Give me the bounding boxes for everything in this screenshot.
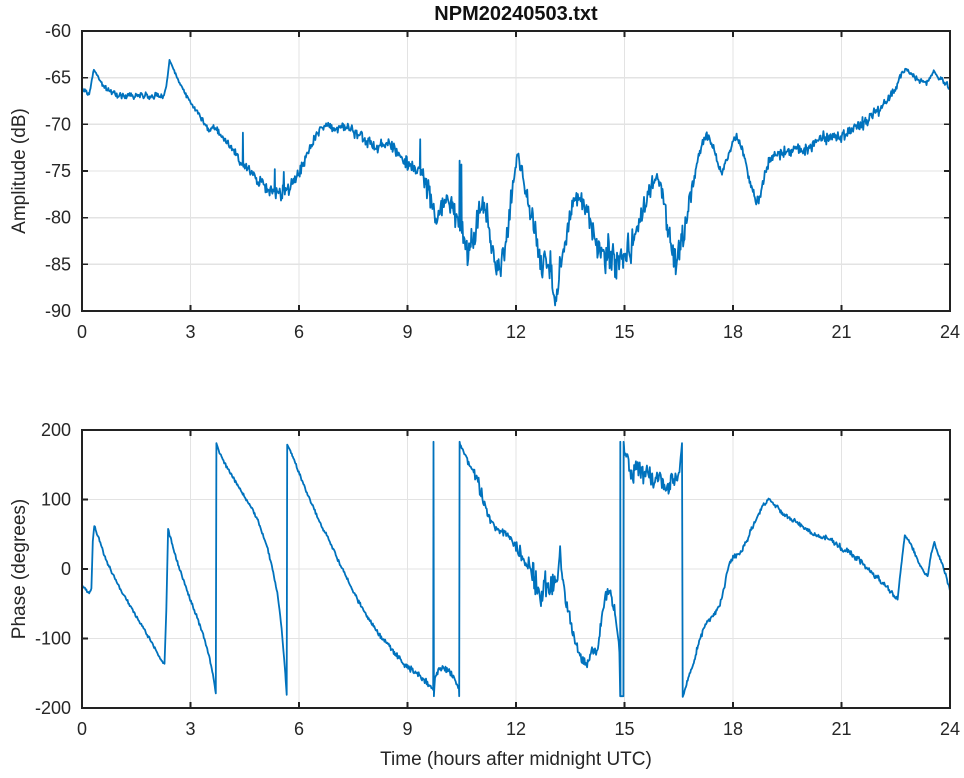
- phase_deg-trace: [82, 440, 950, 698]
- y-tick-label: 200: [41, 420, 71, 440]
- x-tick-label: 21: [831, 322, 851, 342]
- y-tick-label: -100: [35, 629, 71, 649]
- phase-chart: 0 3 6 9 12 15 18 21 24 -200 -100 0 100 200: [35, 420, 960, 739]
- plot-title: NPM20240503.txt: [434, 3, 598, 25]
- gridlines: [81, 429, 951, 709]
- x-tick-label: 15: [614, 322, 634, 342]
- tick-labels: 0 3 6 9 12 15 18 21 24 -200 -100 0 100 200: [35, 420, 960, 739]
- x-tick-label: 12: [506, 322, 526, 342]
- x-tick-label: 9: [402, 322, 412, 342]
- y-tick-label: 0: [61, 559, 71, 579]
- x-tick-label: 15: [614, 719, 634, 739]
- x-tick-label: 18: [723, 322, 743, 342]
- x-tick-label: 12: [506, 719, 526, 739]
- tick-marks: [81, 30, 951, 312]
- x-tick-label: 24: [940, 322, 960, 342]
- x-tick-label: 6: [294, 322, 304, 342]
- tick-labels: 0 3 6 9 12 15 18 21 24 -90 -85 -80 -75 -70 -65 -60: [45, 21, 960, 342]
- x-tick-label: 3: [185, 322, 195, 342]
- x-tick-label: 9: [402, 719, 412, 739]
- gridlines: [81, 30, 951, 312]
- y-tick-label: -90: [45, 301, 71, 321]
- x-tick-label: 3: [185, 719, 195, 739]
- y-tick-label: 100: [41, 490, 71, 510]
- x-tick-label: 0: [77, 322, 87, 342]
- x-tick-label: 21: [831, 719, 851, 739]
- y-tick-label: -75: [45, 161, 71, 181]
- amplitude-chart: 0 3 6 9 12 15 18 21 24 -90 -85 -80 -75 -70 -65 -60: [45, 21, 960, 342]
- y-tick-label: -60: [45, 21, 71, 41]
- y-tick-label: -85: [45, 254, 71, 274]
- y-tick-label: -70: [45, 114, 71, 134]
- amplitude_dB-trace: [82, 59, 950, 307]
- time-axis-label: Time (hours after midnight UTC): [380, 749, 652, 770]
- y-tick-label: -200: [35, 698, 71, 718]
- y-tick-label: -80: [45, 208, 71, 228]
- y-tick-label: -65: [45, 68, 71, 88]
- x-tick-label: 24: [940, 719, 960, 739]
- x-tick-label: 6: [294, 719, 304, 739]
- x-tick-label: 18: [723, 719, 743, 739]
- tick-marks: [81, 429, 951, 709]
- x-tick-label: 0: [77, 719, 87, 739]
